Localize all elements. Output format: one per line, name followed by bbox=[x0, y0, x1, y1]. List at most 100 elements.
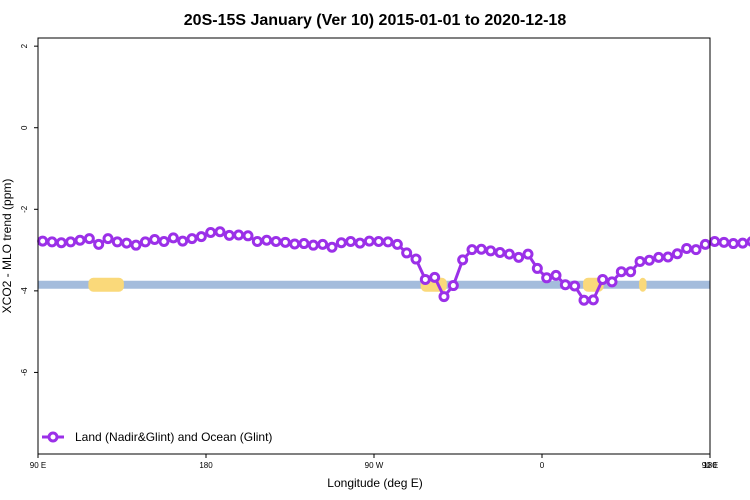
data-point-1 bbox=[46, 236, 58, 248]
surface-band bbox=[38, 277, 710, 292]
data-point-22 bbox=[242, 230, 254, 242]
data-point-68 bbox=[671, 248, 683, 260]
data-point-4 bbox=[74, 234, 86, 246]
data-point-48 bbox=[485, 245, 497, 257]
data-point-51 bbox=[513, 251, 525, 263]
data-point-28 bbox=[298, 238, 310, 250]
data-point-34 bbox=[354, 237, 366, 249]
data-point-52 bbox=[522, 248, 534, 260]
data-point-64 bbox=[634, 255, 646, 267]
data-point-12 bbox=[149, 233, 161, 245]
x-tick-label-0: 90 E bbox=[30, 461, 46, 470]
chart-title: 20S-15S January (Ver 10) 2015-01-01 to 2… bbox=[184, 12, 567, 29]
y-tick-label-0: 2 bbox=[20, 43, 29, 48]
legend-entry: Land (Nadir&Glint) and Ocean (Glint) bbox=[75, 430, 272, 444]
data-point-13 bbox=[158, 236, 170, 248]
data-point-67 bbox=[662, 251, 674, 263]
data-point-73 bbox=[718, 236, 730, 248]
legend: Land (Nadir&Glint) and Ocean (Glint) bbox=[42, 430, 272, 444]
x-tick-label-5: 180 bbox=[703, 461, 717, 470]
data-point-7 bbox=[102, 233, 114, 245]
y-tick-label-2: -2 bbox=[20, 205, 29, 213]
data-point-45 bbox=[457, 254, 469, 266]
x-axis-label: Longitude (deg E) bbox=[327, 476, 422, 490]
data-point-17 bbox=[195, 231, 207, 243]
data-point-60 bbox=[597, 273, 609, 285]
data-point-69 bbox=[681, 242, 693, 254]
data-point-74 bbox=[727, 238, 739, 250]
x-tick-label-4: 90 E bbox=[702, 461, 718, 470]
data-point-21 bbox=[233, 229, 245, 241]
y-tick-label-3: -4 bbox=[20, 287, 29, 295]
data-point-2 bbox=[55, 237, 67, 249]
y-axis-label: XCO2 - MLO trend (ppm) bbox=[0, 179, 14, 314]
land-band-3 bbox=[639, 277, 647, 292]
data-point-70 bbox=[690, 244, 702, 256]
data-point-44 bbox=[447, 280, 459, 292]
data-point-5 bbox=[83, 233, 95, 245]
y-axis-ticks: 2 0 -2 -4 -6 bbox=[20, 43, 38, 376]
data-point-75 bbox=[737, 237, 749, 249]
data-point-0 bbox=[37, 235, 49, 247]
data-point-54 bbox=[541, 272, 553, 284]
data-point-8 bbox=[111, 236, 123, 248]
data-point-23 bbox=[251, 236, 263, 248]
data-point-53 bbox=[531, 262, 543, 274]
data-point-29 bbox=[307, 239, 319, 251]
data-point-26 bbox=[279, 236, 291, 248]
data-point-63 bbox=[625, 266, 637, 278]
data-point-31 bbox=[326, 241, 338, 253]
data-point-33 bbox=[345, 236, 357, 248]
data-point-40 bbox=[410, 253, 422, 265]
data-point-57 bbox=[569, 280, 581, 292]
data-point-9 bbox=[121, 237, 133, 249]
data-point-39 bbox=[401, 247, 413, 259]
x-tick-label-2: 90 W bbox=[365, 461, 384, 470]
data-point-62 bbox=[615, 266, 627, 278]
data-point-11 bbox=[139, 236, 151, 248]
data-series bbox=[37, 226, 750, 306]
data-point-66 bbox=[653, 251, 665, 263]
data-point-25 bbox=[270, 236, 282, 248]
data-point-36 bbox=[373, 236, 385, 248]
y-tick-label-1: 0 bbox=[20, 125, 29, 130]
data-point-32 bbox=[335, 237, 347, 249]
data-point-35 bbox=[363, 235, 375, 247]
data-point-58 bbox=[578, 294, 590, 306]
data-point-50 bbox=[503, 248, 515, 260]
data-point-16 bbox=[186, 233, 198, 245]
data-point-27 bbox=[289, 238, 301, 250]
data-point-20 bbox=[223, 229, 235, 241]
data-point-72 bbox=[709, 236, 721, 248]
x-tick-label-1: 180 bbox=[199, 461, 213, 470]
legend-marker bbox=[47, 431, 59, 443]
data-point-47 bbox=[475, 243, 487, 255]
data-point-71 bbox=[699, 238, 711, 250]
data-point-37 bbox=[382, 236, 394, 248]
y-tick-label-4: -6 bbox=[20, 368, 29, 376]
data-point-18 bbox=[205, 227, 217, 239]
data-point-59 bbox=[587, 294, 599, 306]
data-point-49 bbox=[494, 247, 506, 259]
data-point-30 bbox=[317, 238, 329, 250]
land-band-0 bbox=[88, 277, 124, 292]
data-point-24 bbox=[261, 234, 273, 246]
ocean-band bbox=[38, 280, 710, 289]
data-point-15 bbox=[177, 235, 189, 247]
x-tick-label-3: 0 bbox=[540, 461, 545, 470]
data-point-46 bbox=[466, 244, 478, 256]
data-point-43 bbox=[438, 291, 450, 303]
data-point-19 bbox=[214, 226, 226, 238]
data-point-14 bbox=[167, 232, 179, 244]
data-point-3 bbox=[65, 236, 77, 248]
data-point-65 bbox=[643, 254, 655, 266]
data-point-10 bbox=[130, 239, 142, 251]
data-point-56 bbox=[559, 279, 571, 291]
data-point-38 bbox=[391, 238, 403, 250]
data-point-55 bbox=[550, 269, 562, 281]
data-point-6 bbox=[93, 238, 105, 250]
data-point-42 bbox=[429, 271, 441, 283]
data-point-61 bbox=[606, 276, 618, 288]
